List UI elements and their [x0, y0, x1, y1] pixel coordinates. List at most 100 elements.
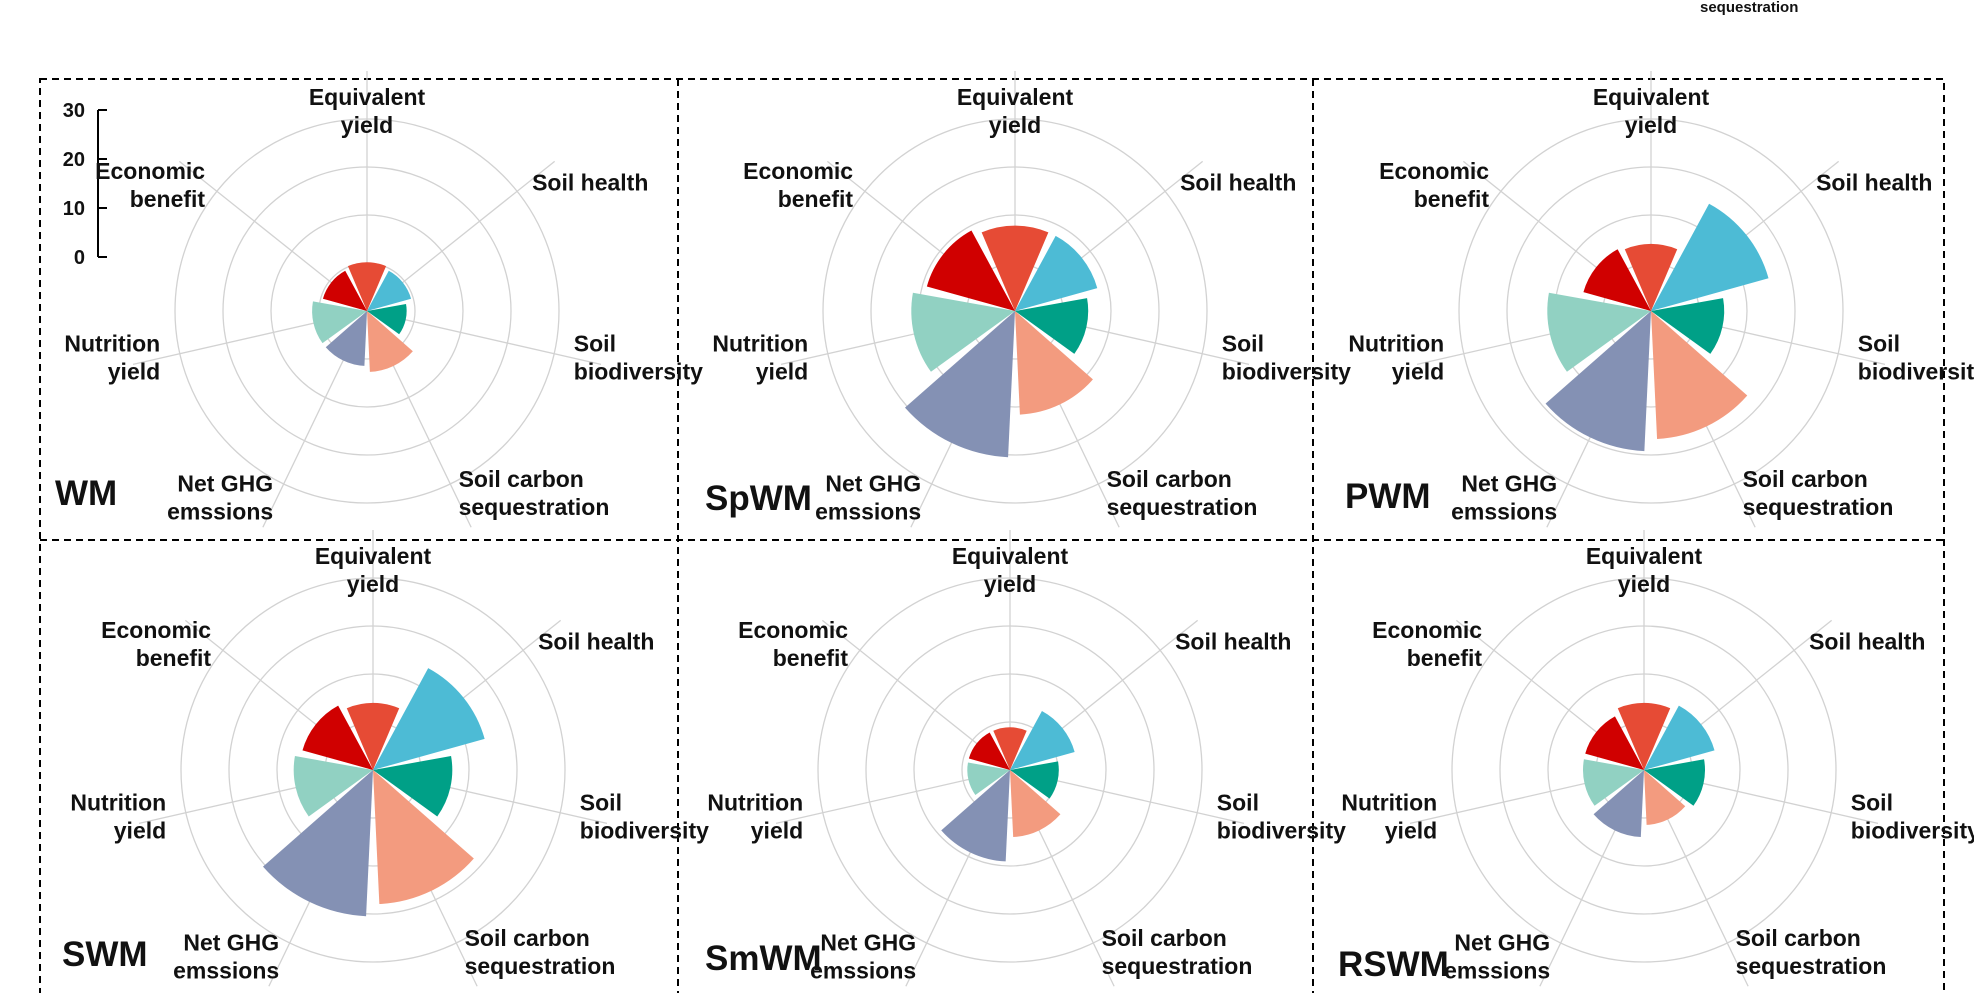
- label-soil-biodiversity-line-1: Soil: [1851, 789, 1893, 815]
- label-soil-biodiversity-line-2: biodiversity: [1217, 817, 1346, 843]
- bar-soil-health: [1010, 710, 1075, 770]
- label-equivalent-yield-line-2: yield: [1625, 112, 1677, 138]
- label-equivalent-yield-line-2: yield: [984, 571, 1036, 597]
- bar-economic-benefit: [968, 732, 1010, 770]
- label-economic-benefit-line-1: Economic: [743, 158, 853, 184]
- panel-title-rswm: RSWM: [1338, 945, 1449, 984]
- label-equivalent-yield-line-1: Equivalent: [309, 84, 426, 110]
- label-soil-biodiversity-line-2: biodiversity: [1858, 358, 1974, 384]
- bar-economic-benefit: [1583, 249, 1651, 311]
- bar-net-ghg-emssions: [262, 770, 373, 917]
- bar-soil-biodiversity: [1015, 298, 1089, 354]
- label-net-ghg-emssions-line-2: emssions: [815, 499, 921, 525]
- label-soil-carbon-sequestration-line-2: sequestration: [1102, 953, 1253, 979]
- panel-title-spwm: SpWM: [705, 479, 812, 518]
- label-soil-biodiversity-line-1: Soil: [574, 330, 616, 356]
- bar-equivalent-yield: [346, 702, 400, 770]
- scale-tick-label-30: 30: [63, 100, 85, 122]
- label-nutrition-yield-line-2: yield: [1385, 817, 1437, 843]
- label-equivalent-yield-line-1: Equivalent: [957, 84, 1074, 110]
- label-soil-carbon-sequestration-line-1: Soil carbon: [459, 466, 584, 492]
- scale-tick-label-20: 20: [63, 149, 85, 171]
- label-net-ghg-emssions-line-1: Net GHG: [825, 471, 921, 497]
- label-soil-health-line-1: Soil health: [1175, 629, 1291, 655]
- label-nutrition-yield-line-1: Nutrition: [70, 789, 166, 815]
- label-net-ghg-emssions-line-1: Net GHG: [1461, 471, 1557, 497]
- bar-soil-biodiversity: [367, 304, 407, 335]
- bar-soil-biodiversity: [1644, 759, 1706, 806]
- label-soil-biodiversity-line-2: biodiversity: [580, 817, 709, 843]
- label-soil-biodiversity-line-1: Soil: [1222, 330, 1264, 356]
- panel-grid-frame: [39, 78, 1945, 993]
- bar-soil-carbon-sequestration: [1644, 770, 1686, 825]
- label-equivalent-yield-line-1: Equivalent: [1586, 543, 1703, 569]
- bar-nutrition-yield: [293, 756, 373, 817]
- scale-tick-label-10: 10: [63, 198, 85, 220]
- bar-nutrition-yield: [911, 292, 1015, 372]
- label-economic-benefit-line-2: benefit: [1414, 186, 1490, 212]
- label-soil-health-line-1: Soil health: [1809, 629, 1925, 655]
- bar-nutrition-yield: [967, 762, 1010, 796]
- label-nutrition-yield-line-2: yield: [756, 358, 808, 384]
- bar-net-ghg-emssions: [941, 770, 1010, 862]
- label-soil-carbon-sequestration-line-2: sequestration: [459, 494, 610, 520]
- label-soil-biodiversity-line-1: Soil: [580, 789, 622, 815]
- label-nutrition-yield-line-1: Nutrition: [1341, 789, 1437, 815]
- label-economic-benefit-line-2: benefit: [773, 645, 849, 671]
- bar-net-ghg-emssions: [1593, 770, 1644, 838]
- label-net-ghg-emssions-line-1: Net GHG: [183, 930, 279, 956]
- label-net-ghg-emssions-line-2: emssions: [810, 958, 916, 984]
- label-economic-benefit-line-2: benefit: [136, 645, 212, 671]
- panel-title-smwm: SmWM: [705, 939, 822, 978]
- bar-soil-health: [1651, 203, 1769, 311]
- label-economic-benefit-line-1: Economic: [101, 617, 211, 643]
- bar-equivalent-yield: [1624, 243, 1678, 311]
- bar-equivalent-yield: [1617, 702, 1671, 770]
- label-equivalent-yield-line-2: yield: [989, 112, 1041, 138]
- label-soil-biodiversity-line-1: Soil: [1217, 789, 1259, 815]
- bar-nutrition-yield: [312, 301, 367, 344]
- label-nutrition-yield-line-2: yield: [114, 817, 166, 843]
- label-nutrition-yield-line-2: yield: [1392, 358, 1444, 384]
- bar-soil-biodiversity: [373, 756, 453, 817]
- label-economic-benefit-line-2: benefit: [130, 186, 206, 212]
- label-economic-benefit-line-2: benefit: [778, 186, 854, 212]
- bar-soil-carbon-sequestration: [367, 311, 413, 372]
- label-net-ghg-emssions-line-1: Net GHG: [177, 471, 273, 497]
- bar-equivalent-yield: [347, 262, 387, 311]
- label-soil-biodiversity-line-2: biodiversity: [1851, 817, 1974, 843]
- label-equivalent-yield-line-2: yield: [347, 571, 399, 597]
- label-soil-biodiversity-line-2: biodiversity: [1222, 358, 1351, 384]
- label-equivalent-yield-line-1: Equivalent: [952, 543, 1069, 569]
- label-equivalent-yield-line-1: Equivalent: [315, 543, 432, 569]
- top-fragment-label: sequestration: [1700, 0, 1798, 16]
- bar-net-ghg-emssions: [325, 311, 367, 366]
- bar-soil-health: [367, 270, 412, 311]
- label-net-ghg-emssions-line-2: emssions: [1451, 499, 1557, 525]
- bar-net-ghg-emssions: [904, 311, 1015, 458]
- bar-soil-carbon-sequestration: [1010, 770, 1061, 838]
- grid-outer-border: [39, 78, 1945, 993]
- label-economic-benefit-line-1: Economic: [1372, 617, 1482, 643]
- panel-title-wm: WM: [55, 474, 117, 513]
- label-equivalent-yield-line-2: yield: [341, 112, 393, 138]
- scale-tick-label-0: 0: [74, 247, 85, 269]
- label-soil-health-line-1: Soil health: [1180, 170, 1296, 196]
- bar-economic-benefit: [322, 270, 367, 311]
- label-net-ghg-emssions-line-2: emssions: [167, 499, 273, 525]
- label-soil-carbon-sequestration-line-1: Soil carbon: [1102, 925, 1227, 951]
- label-soil-health-line-1: Soil health: [532, 170, 648, 196]
- label-net-ghg-emssions-line-1: Net GHG: [1454, 930, 1550, 956]
- label-net-ghg-emssions-line-2: emssions: [1444, 958, 1550, 984]
- label-soil-biodiversity-line-1: Soil: [1858, 330, 1900, 356]
- label-soil-biodiversity-line-2: biodiversity: [574, 358, 703, 384]
- label-soil-carbon-sequestration-line-1: Soil carbon: [1743, 466, 1868, 492]
- label-nutrition-yield-line-1: Nutrition: [707, 789, 803, 815]
- label-nutrition-yield-line-1: Nutrition: [712, 330, 808, 356]
- label-net-ghg-emssions-line-2: emssions: [173, 958, 279, 984]
- scale-bar: 30 20 10 0: [63, 100, 107, 269]
